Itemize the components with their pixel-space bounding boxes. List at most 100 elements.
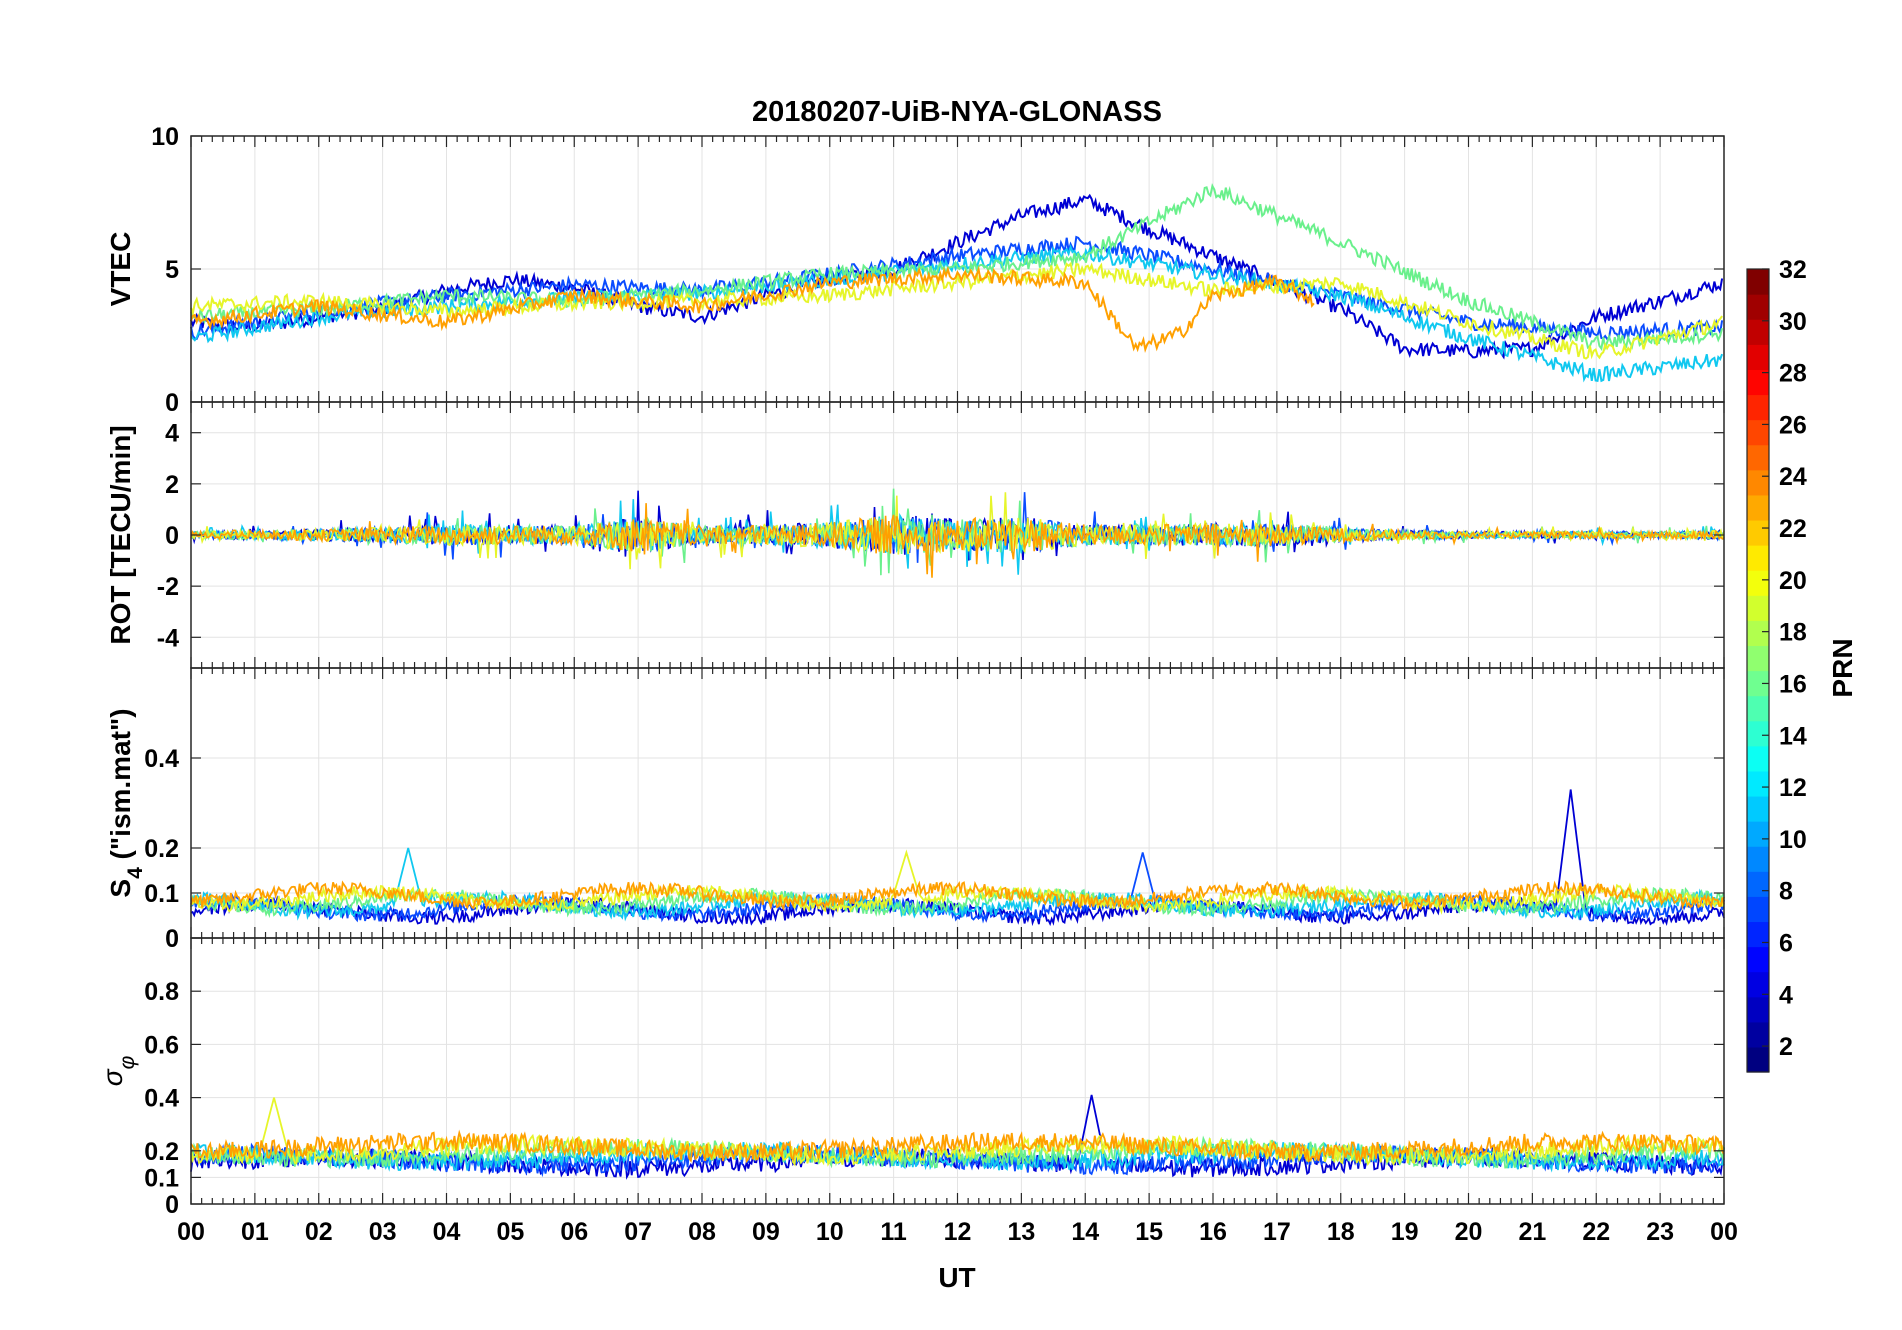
colorbar-tick-label: 4	[1779, 981, 1793, 1009]
x-tick-label: 21	[1518, 1218, 1546, 1246]
s4-series-prn-23	[190, 880, 1725, 912]
colorbar-label: PRN	[1827, 638, 1858, 697]
colorbar-segment	[1747, 896, 1769, 923]
rot-y-tick-label: 2	[165, 471, 179, 499]
colorbar-segment	[1747, 494, 1769, 521]
colorbar-segment	[1747, 871, 1769, 897]
colorbar-segment	[1747, 921, 1769, 948]
colorbar-segment	[1747, 519, 1769, 546]
sigma-y-tick-label: 0.8	[144, 978, 179, 1006]
colorbar-segment	[1747, 1046, 1769, 1073]
panel-vtec: 0 5 10 VTEC	[105, 123, 1725, 417]
colorbar-tick-label: 6	[1779, 929, 1793, 957]
colorbar-segment	[1747, 269, 1769, 295]
x-tick-label: 00	[177, 1218, 205, 1246]
sigma-y-tick-label: 0.4	[144, 1085, 179, 1113]
x-tick-label: 02	[305, 1218, 333, 1246]
colorbar-segment	[1747, 570, 1769, 596]
sigma-series-prn-20	[190, 1097, 1725, 1167]
x-tick-label: 16	[1199, 1218, 1227, 1246]
x-tick-label: 17	[1263, 1218, 1291, 1246]
colorbar-segment	[1747, 545, 1769, 571]
colorbar-segment	[1747, 319, 1769, 345]
rot-y-tick-label: 4	[165, 420, 179, 448]
x-tick-label: 09	[752, 1218, 780, 1246]
x-tick-label: 20	[1455, 1218, 1483, 1246]
vtec-series-prn-6	[190, 235, 1724, 342]
colorbar-tick-label: 22	[1779, 515, 1807, 543]
sigma-series-prn-6	[190, 1142, 1725, 1178]
colorbar-segment	[1747, 595, 1769, 621]
vtec-x-ticks	[190, 136, 1725, 402]
vtec-y-tick-label: 5	[165, 256, 179, 284]
colorbar-segment	[1747, 394, 1769, 421]
s4-y-axis-label: S4 ("ism.mat")	[105, 708, 147, 897]
colorbar-tick-label: 20	[1779, 567, 1807, 595]
colorbar-segment	[1747, 294, 1769, 320]
x-axis-label: UT	[938, 1262, 975, 1293]
panel-sigma: 00.10.2 0.4 0.6 0.8 σφ	[97, 937, 1725, 1219]
x-tick-label: 14	[1071, 1218, 1099, 1246]
s4-series-prn-20	[190, 849, 1725, 915]
s4-y-tick-label: 0.4	[144, 745, 179, 773]
vtec-series-prn-16	[190, 183, 1724, 352]
colorbar-tick-label: 2	[1779, 1033, 1793, 1061]
x-tick-label: 13	[1007, 1218, 1035, 1246]
colorbar-segment	[1747, 971, 1769, 998]
s4-y-axis-label-rest: ("ism.mat")	[105, 708, 136, 867]
colorbar-tick-label: 18	[1779, 619, 1807, 647]
sigma-y-axis-label-main: σ	[97, 1068, 128, 1086]
colorbar-segment	[1747, 770, 1769, 797]
colorbar-frame	[1746, 268, 1770, 1073]
colorbar-tick-label: 28	[1779, 360, 1807, 388]
s4-y-axis-label-main: S	[105, 879, 136, 898]
sigma-x-ticks	[190, 938, 1725, 1204]
sigma-y-tick-label: 0.1	[144, 1164, 179, 1192]
colorbar-segment	[1747, 469, 1769, 496]
vtec-y-tick-label: 10	[151, 123, 179, 151]
x-tick-label: 06	[560, 1218, 588, 1246]
sigma-y-tick-label: 0	[165, 1191, 179, 1219]
colorbar-segment	[1747, 620, 1769, 646]
vtec-data	[190, 183, 1724, 383]
colorbar-segment	[1747, 745, 1769, 772]
panel-s4: 00.10.20.4S4 ("ism.mat")	[105, 667, 1725, 953]
x-tick-label: 10	[816, 1218, 844, 1246]
rot-series-prn-23	[190, 503, 1725, 578]
colorbar-segment	[1747, 645, 1769, 672]
colorbar-segment	[1747, 344, 1769, 370]
rot-y-axis-label: ROT [TECU/min]	[105, 425, 136, 644]
colorbar-segment	[1747, 795, 1769, 822]
rot-x-ticks	[190, 402, 1725, 668]
colorbar-tick-label: 12	[1779, 774, 1807, 802]
x-tick-label: 07	[624, 1218, 652, 1246]
sigma-y-axis-label: σφ	[97, 1055, 139, 1086]
colorbar-segment	[1747, 369, 1769, 396]
colorbar-tick-label: 30	[1779, 308, 1807, 336]
rot-y-tick-label: 0	[165, 522, 179, 550]
colorbar-segment	[1747, 821, 1769, 847]
s4-y-axis-label-sub: 4	[124, 867, 147, 879]
s4-x-ticks	[190, 668, 1725, 938]
x-tick-label: 05	[496, 1218, 524, 1246]
x-tick-label: 15	[1135, 1218, 1163, 1246]
colorbar-segment	[1747, 720, 1769, 747]
vtec-series-prn-23	[190, 265, 1315, 354]
colorbar-tick-label: 14	[1779, 722, 1807, 750]
x-tick-label: 23	[1646, 1218, 1674, 1246]
colorbar-segment	[1747, 1021, 1769, 1048]
colorbar-segment	[1747, 846, 1769, 872]
sigma-y-tick-label: 0.6	[144, 1031, 179, 1059]
colorbar-segment	[1747, 996, 1769, 1023]
x-tick-label: 11	[880, 1218, 907, 1246]
s4-data	[190, 789, 1725, 927]
colorbar-tick-label: 24	[1779, 463, 1807, 491]
x-tick-label: 12	[944, 1218, 972, 1246]
sigma-series-prn-23	[190, 1129, 1725, 1164]
x-tick-label: 03	[369, 1218, 397, 1246]
panel-rot: -4 -2 0 2 4 ROT [TECU/min]	[105, 401, 1725, 669]
s4-y-tick-label: 0	[165, 925, 179, 953]
vtec-y-tick-label: 0	[165, 389, 179, 417]
